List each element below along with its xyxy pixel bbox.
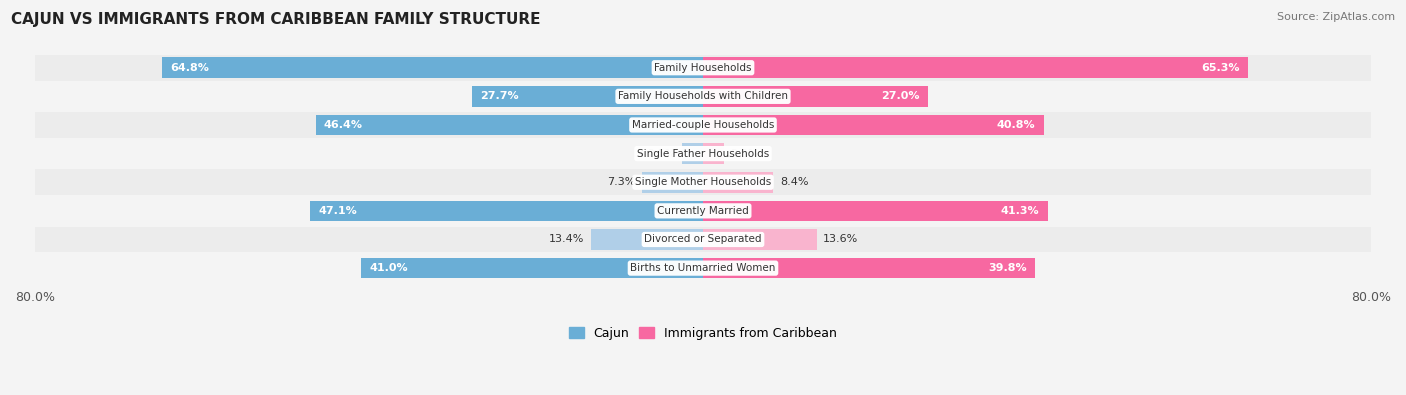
Bar [703, 258, 1035, 278]
Text: Single Mother Households: Single Mother Households [636, 177, 770, 187]
Bar [35, 227, 1371, 252]
Text: Source: ZipAtlas.com: Source: ZipAtlas.com [1277, 12, 1395, 22]
Bar [471, 86, 703, 107]
Bar [309, 201, 703, 221]
Bar [35, 83, 1371, 109]
Bar [35, 55, 1371, 81]
Bar [35, 198, 1371, 224]
Bar [643, 172, 703, 192]
Bar [703, 143, 724, 164]
Text: 27.0%: 27.0% [882, 91, 920, 102]
Text: Single Father Households: Single Father Households [637, 149, 769, 159]
Text: CAJUN VS IMMIGRANTS FROM CARIBBEAN FAMILY STRUCTURE: CAJUN VS IMMIGRANTS FROM CARIBBEAN FAMIL… [11, 12, 541, 27]
Bar [703, 172, 773, 192]
Bar [703, 201, 1047, 221]
Bar [703, 57, 1249, 78]
Bar [682, 143, 703, 164]
Bar [35, 112, 1371, 138]
Bar [315, 115, 703, 135]
Text: 27.7%: 27.7% [479, 91, 519, 102]
Bar [703, 115, 1043, 135]
Text: Births to Unmarried Women: Births to Unmarried Women [630, 263, 776, 273]
Text: Family Households: Family Households [654, 63, 752, 73]
Text: 13.4%: 13.4% [550, 235, 585, 245]
Text: 41.3%: 41.3% [1001, 206, 1039, 216]
Bar [35, 169, 1371, 195]
Bar [703, 229, 817, 250]
Bar [35, 141, 1371, 166]
Text: 39.8%: 39.8% [988, 263, 1026, 273]
Text: 40.8%: 40.8% [997, 120, 1035, 130]
Text: 65.3%: 65.3% [1201, 63, 1240, 73]
Legend: Cajun, Immigrants from Caribbean: Cajun, Immigrants from Caribbean [564, 322, 842, 345]
Text: 13.6%: 13.6% [824, 235, 859, 245]
Text: Married-couple Households: Married-couple Households [631, 120, 775, 130]
Text: Divorced or Separated: Divorced or Separated [644, 235, 762, 245]
Bar [591, 229, 703, 250]
Bar [361, 258, 703, 278]
Text: 64.8%: 64.8% [170, 63, 209, 73]
Text: 2.5%: 2.5% [647, 149, 675, 159]
Text: 46.4%: 46.4% [323, 120, 363, 130]
Text: 8.4%: 8.4% [780, 177, 808, 187]
Text: 7.3%: 7.3% [607, 177, 636, 187]
Bar [703, 86, 928, 107]
Text: Family Households with Children: Family Households with Children [619, 91, 787, 102]
Bar [162, 57, 703, 78]
Bar [35, 255, 1371, 281]
Text: 47.1%: 47.1% [318, 206, 357, 216]
Text: Currently Married: Currently Married [657, 206, 749, 216]
Text: 2.5%: 2.5% [731, 149, 759, 159]
Text: 41.0%: 41.0% [368, 263, 408, 273]
